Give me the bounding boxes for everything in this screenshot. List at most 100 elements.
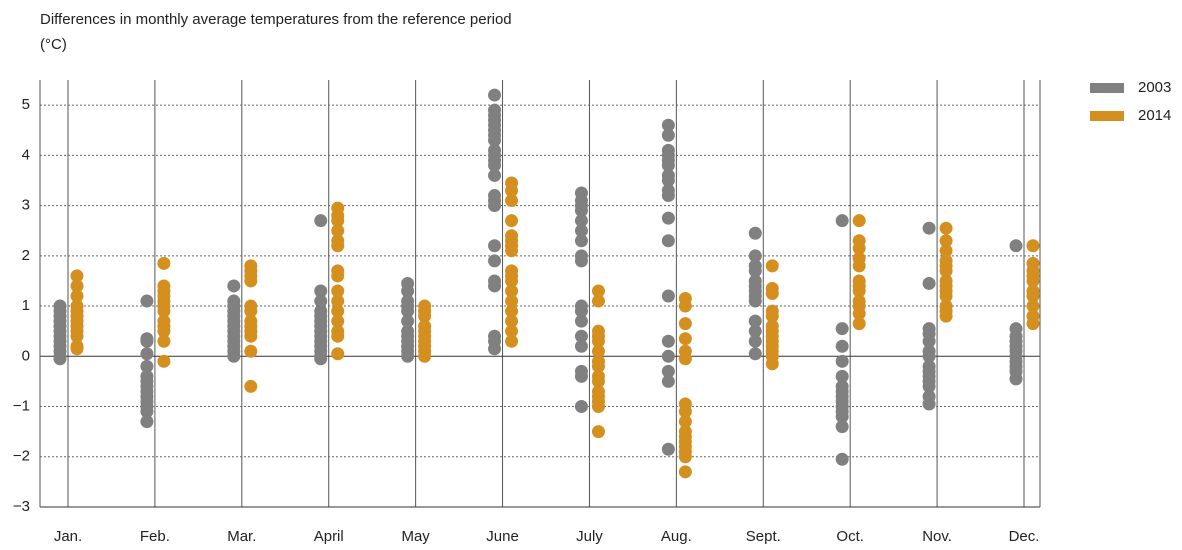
dot [835, 339, 849, 353]
dot [244, 344, 258, 358]
dot [748, 294, 762, 308]
y-tick-label: −1 [13, 397, 30, 414]
dot [748, 226, 762, 240]
dot [314, 214, 328, 228]
dot [70, 342, 84, 356]
dot [574, 369, 588, 383]
dot [418, 309, 432, 323]
dot [574, 400, 588, 414]
dot [661, 364, 675, 378]
dot [70, 329, 84, 343]
dot [748, 314, 762, 328]
dot [70, 279, 84, 293]
dot [748, 249, 762, 263]
dot [488, 133, 502, 147]
x-tick-label: April [314, 528, 344, 545]
dot [852, 307, 866, 321]
dot [922, 397, 936, 411]
dot [591, 374, 605, 388]
dot [591, 344, 605, 358]
dot [314, 284, 328, 298]
dot [488, 279, 502, 293]
dot [748, 324, 762, 338]
dot [331, 284, 345, 298]
dot [157, 324, 171, 338]
dot [157, 256, 171, 270]
x-tick-label: Mar. [227, 528, 256, 545]
y-tick-label: 1 [22, 297, 30, 314]
dot [591, 359, 605, 373]
dot [157, 334, 171, 348]
dot [505, 184, 519, 198]
x-tick-label: July [576, 528, 603, 545]
dot [765, 357, 779, 371]
dot [661, 289, 675, 303]
dot [140, 415, 154, 429]
dot [331, 304, 345, 318]
chart-title: Differences in monthly average temperatu… [40, 11, 512, 28]
dot [574, 254, 588, 268]
dot [401, 304, 415, 318]
dot [678, 299, 692, 313]
dot [331, 347, 345, 361]
dot [852, 284, 866, 298]
dot [140, 334, 154, 348]
dot [661, 334, 675, 348]
dot [678, 465, 692, 479]
dot [505, 194, 519, 208]
x-tick-label: Oct. [836, 528, 864, 545]
dot [505, 284, 519, 298]
dot [574, 339, 588, 353]
dot [244, 274, 258, 288]
x-tick-label: Aug. [661, 528, 692, 545]
dot [488, 254, 502, 268]
dot [939, 289, 953, 303]
dot [748, 334, 762, 348]
dot [939, 234, 953, 248]
dot [835, 420, 849, 434]
dot [939, 264, 953, 278]
legend-label: 2003 [1138, 79, 1171, 96]
y-tick-label: −3 [13, 498, 30, 515]
dot [505, 214, 519, 228]
dot [314, 294, 328, 308]
dot [1026, 274, 1040, 288]
dot [331, 314, 345, 328]
dot [922, 349, 936, 363]
dot [401, 349, 415, 363]
dot [765, 309, 779, 323]
dot [1009, 372, 1023, 386]
x-tick-label: Dec. [1009, 528, 1040, 545]
dot [939, 244, 953, 258]
dot [661, 211, 675, 225]
dot [401, 314, 415, 328]
dot [591, 294, 605, 308]
x-tick-label: May [401, 528, 430, 545]
x-tick-label: Sept. [746, 528, 781, 545]
dot [661, 349, 675, 363]
dot [835, 214, 849, 228]
dot [227, 279, 241, 293]
dot [661, 158, 675, 172]
dot [835, 354, 849, 368]
dot [574, 304, 588, 318]
dot [852, 241, 866, 255]
y-tick-label: 5 [22, 96, 30, 113]
dot [1026, 289, 1040, 303]
dot [678, 332, 692, 346]
dot [591, 425, 605, 439]
dot [331, 269, 345, 283]
dot [591, 400, 605, 414]
y-tick-label: 3 [22, 197, 30, 214]
dot [401, 284, 415, 298]
y-tick-label: 4 [22, 146, 30, 163]
dot [835, 369, 849, 383]
dot [505, 334, 519, 348]
x-tick-label: Nov. [922, 528, 952, 545]
dot [852, 214, 866, 228]
dot [227, 349, 241, 363]
legend-swatch [1090, 111, 1124, 121]
dot [70, 289, 84, 303]
dot [835, 322, 849, 336]
dot [661, 118, 675, 132]
